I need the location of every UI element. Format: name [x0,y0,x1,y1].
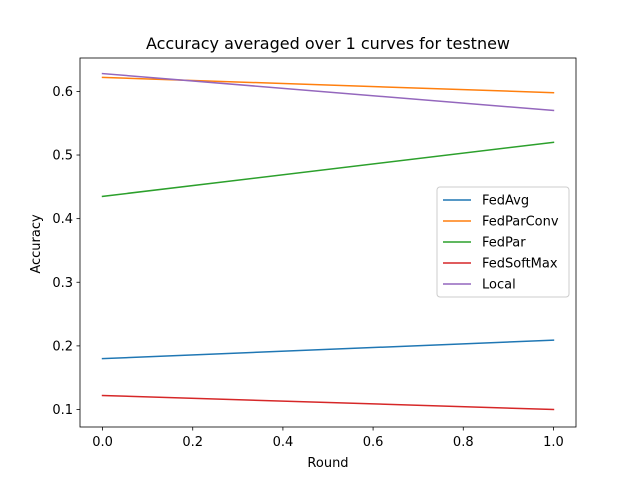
series-line-fedavg [101,339,555,360]
legend-label: FedAvg [482,194,529,209]
x-tick-label: 0.0 [92,435,113,450]
y-tick-label: 0.3 [52,276,73,291]
y-tick-label: 0.1 [52,403,73,418]
legend-label: FedParConv [482,215,559,230]
series-line-local [101,72,555,112]
y-tick-label: 0.4 [52,212,73,227]
y-axis-ticks: 0.1 0.2 0.3 0.4 0.5 0.6 [52,85,80,418]
x-tick-label: 0.8 [453,435,474,450]
legend-label: FedPar [482,236,526,251]
legend-box [436,186,570,298]
chart-title: Accuracy averaged over 1 curves for test… [146,34,510,53]
y-tick-label: 0.6 [52,85,73,100]
y-axis-label: Accuracy [29,214,44,274]
series-line-fedsoftmax [101,394,555,411]
y-tick-label: 0.2 [52,339,73,354]
x-tick-label: 0.6 [363,435,384,450]
y-tick-label: 0.5 [52,149,73,164]
x-tick-label: 1.0 [543,435,564,450]
x-axis-label: Round [307,456,348,471]
x-tick-label: 0.4 [273,435,294,450]
x-tick-label: 0.2 [182,435,203,450]
series-lines [101,72,555,411]
series-line-fedpar [101,141,555,198]
x-axis-ticks: 0.0 0.2 0.4 0.6 0.8 1.0 [92,427,564,450]
legend-label: FedSoftMax [482,257,558,272]
legend-label: Local [482,278,516,293]
axes-frame [79,57,577,428]
legend: FedAvg FedParConv FedPar FedSoftMax Local [436,186,570,298]
